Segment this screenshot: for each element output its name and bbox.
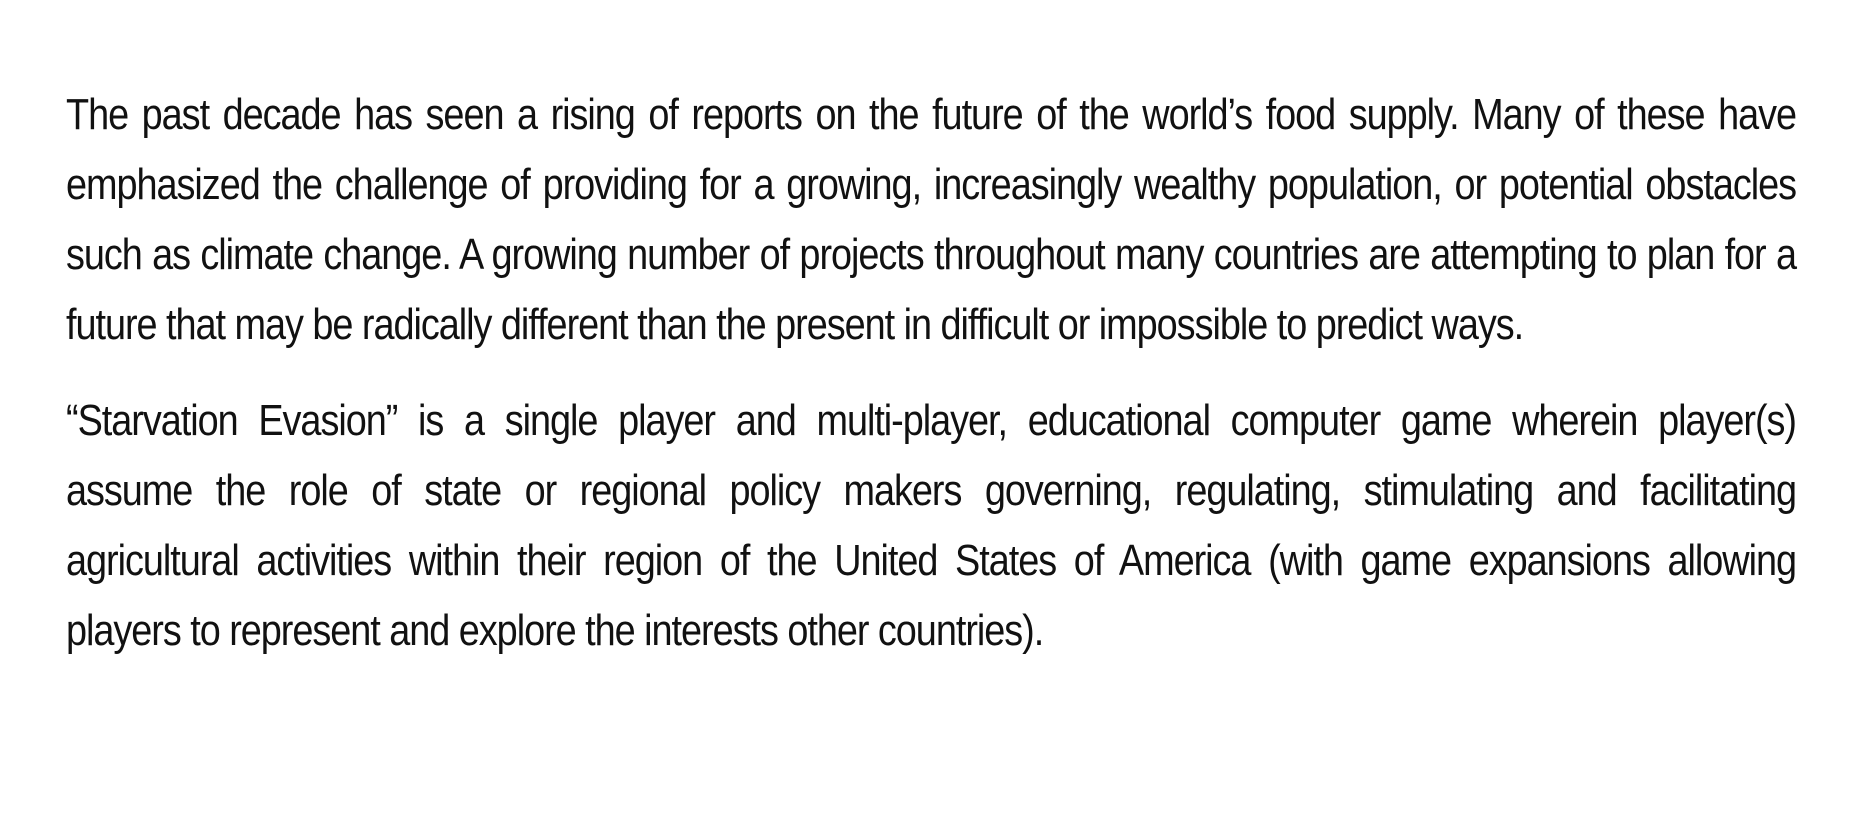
paragraph-intro: The past decade has seen a rising of rep… [66, 90, 1797, 349]
document-body: The past decade has seen a rising of rep… [66, 80, 1797, 666]
paragraph-game-description: “Starvation Evasion” is a single player … [66, 396, 1797, 655]
